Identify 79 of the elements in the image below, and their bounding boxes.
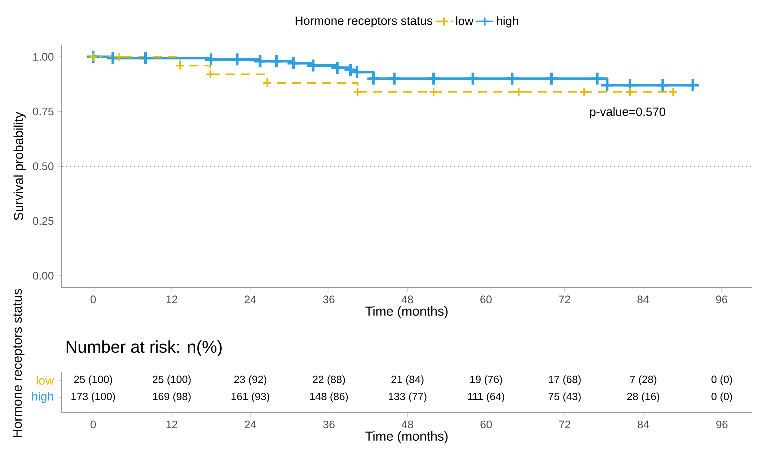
- y-axis-title: Survival probability: [14, 112, 26, 220]
- x-axis-title: Time (months): [366, 306, 448, 319]
- point: [206, 70, 216, 80]
- text: 0 (0): [712, 376, 732, 386]
- y-tick-label: 1.00: [34, 53, 54, 61]
- text: 23 (92): [234, 376, 267, 386]
- x-tick-label: 84: [638, 420, 650, 429]
- point: [176, 60, 186, 71]
- text: 173 (100): [72, 392, 116, 403]
- point: [580, 87, 590, 97]
- y-tick-label: high: [32, 392, 54, 404]
- text: 133 (77): [389, 392, 427, 403]
- point: [668, 87, 678, 97]
- x-tick-label: 60: [480, 296, 492, 304]
- x-tick-label: 12: [166, 420, 178, 428]
- text: 0 (0): [712, 392, 732, 403]
- text: 19 (76): [470, 376, 502, 386]
- text: 28 (16): [627, 392, 660, 403]
- point: [656, 78, 670, 93]
- x-tick-label: 60: [480, 420, 492, 429]
- x-tick-label: 72: [559, 420, 571, 428]
- x-tick-label: 96: [716, 420, 728, 429]
- legend-label: low: [456, 16, 474, 26]
- x-tick-label: 48: [402, 420, 414, 429]
- x-tick-label: 24: [244, 296, 256, 304]
- text: 22 (88): [313, 376, 346, 386]
- point: [262, 78, 272, 88]
- x-tick-label: 0: [90, 420, 96, 429]
- x-axis-title: Time (months): [366, 431, 448, 444]
- text: 7 (28): [630, 376, 657, 386]
- text: 75 (43): [548, 392, 581, 403]
- text: 25 (100): [153, 376, 191, 386]
- point: [366, 72, 381, 86]
- text: 169 (98): [153, 392, 191, 403]
- legend-title: Hormone receptors status: [296, 16, 433, 28]
- x-tick-label: 84: [638, 296, 650, 304]
- x-tick-label: 36: [324, 420, 335, 429]
- point: [138, 51, 154, 66]
- x-tick-label: 72: [559, 296, 570, 304]
- y-tick-label: 0.75: [33, 108, 54, 116]
- point: [269, 54, 284, 69]
- point: [429, 87, 439, 97]
- point: [106, 51, 120, 66]
- y-tick-label: 0.50: [33, 162, 54, 170]
- point: [426, 72, 442, 86]
- text: 17 (68): [549, 376, 581, 386]
- point: [625, 87, 636, 97]
- x-tick-label: 12: [166, 296, 178, 304]
- point: [114, 52, 124, 62]
- annotation: p-value=0.570: [590, 107, 666, 119]
- x-tick-label: 48: [402, 296, 414, 304]
- x-tick-label: 96: [716, 296, 728, 304]
- point: [686, 78, 700, 93]
- x-tick-label: 0: [90, 296, 96, 304]
- point: [514, 87, 524, 97]
- point: [466, 72, 480, 86]
- point: [330, 60, 345, 76]
- text: 111 (64): [468, 392, 504, 403]
- point: [253, 54, 268, 69]
- point: [544, 72, 559, 86]
- x-tick-label: 36: [323, 296, 335, 304]
- point: [204, 52, 219, 67]
- point: [306, 58, 321, 74]
- text: 148 (86): [310, 392, 348, 403]
- y-tick-label: low: [37, 376, 54, 385]
- chart-title: Number at risk: n(%): [66, 340, 222, 356]
- point: [286, 56, 302, 71]
- y-tick-label: 0.00: [33, 272, 54, 280]
- point: [353, 87, 363, 97]
- text: 25 (100): [74, 376, 112, 386]
- y-axis-title: Hormone receptors status: [13, 289, 25, 438]
- point: [230, 52, 245, 67]
- legend-label: high: [497, 16, 518, 28]
- text: 161 (93): [232, 392, 270, 403]
- x-tick-label: 24: [245, 420, 256, 428]
- y-tick-label: 0.25: [33, 217, 54, 226]
- point: [387, 72, 402, 86]
- point: [505, 72, 520, 86]
- text: 21 (84): [392, 376, 424, 386]
